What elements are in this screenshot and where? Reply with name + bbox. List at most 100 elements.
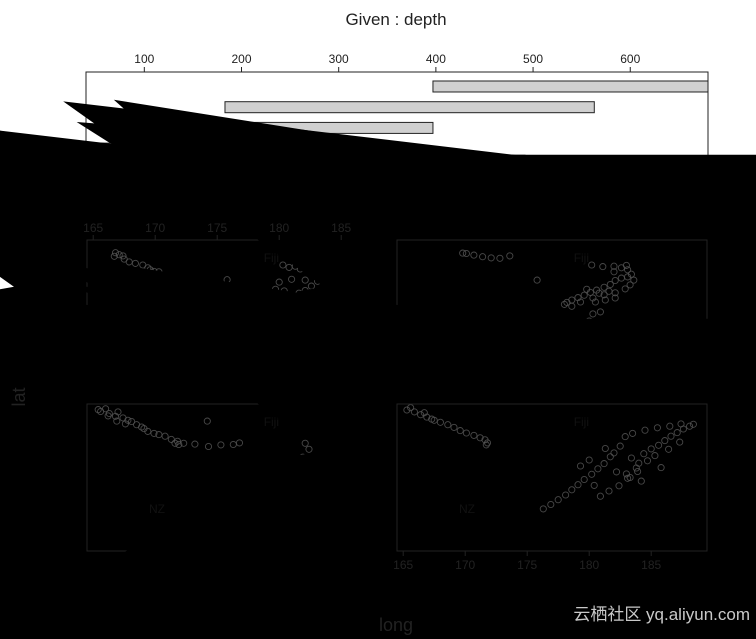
x-axis-label: long <box>379 615 413 635</box>
data-point <box>610 262 618 270</box>
watermark: 云栖社区 yq.aliyun.com <box>573 605 750 624</box>
data-point <box>635 459 643 467</box>
data-point <box>173 437 182 445</box>
data-point <box>288 275 296 283</box>
data-point <box>624 266 632 274</box>
data-point <box>563 298 571 306</box>
data-point <box>562 491 570 499</box>
data-point <box>410 408 418 416</box>
data-point <box>470 431 478 439</box>
data-point <box>459 249 467 257</box>
data-point <box>596 492 604 500</box>
data-point <box>616 442 624 450</box>
data-point <box>591 298 599 306</box>
data-point <box>161 432 169 440</box>
data-point <box>113 417 121 425</box>
data-point <box>147 269 156 277</box>
data-point <box>115 251 123 259</box>
data-point <box>560 300 568 308</box>
data-point <box>661 437 669 445</box>
x-tick-label: 180 <box>579 558 599 572</box>
data-point <box>641 426 649 434</box>
given-tick-label: 400 <box>426 52 446 66</box>
data-point <box>622 261 630 269</box>
x-tick-label: 185 <box>641 558 661 572</box>
data-point <box>583 285 591 293</box>
data-point <box>110 252 118 260</box>
data-point <box>119 252 127 260</box>
data-point <box>580 475 588 484</box>
data-point <box>403 406 411 414</box>
x-tick-label: 165 <box>83 221 103 235</box>
data-point <box>590 481 598 489</box>
data-point <box>97 407 105 416</box>
data-point <box>666 422 674 430</box>
data-point <box>576 298 585 306</box>
data-point <box>190 524 198 532</box>
map-label-fiji: Fiji <box>574 415 589 429</box>
given-tick-label: 100 <box>134 52 154 66</box>
data-point <box>144 264 152 272</box>
data-point <box>637 477 645 485</box>
data-point <box>651 452 659 460</box>
x-tick-labels: 165 170 175 180 185 165 170 175 180 185 <box>83 221 661 572</box>
data-point <box>596 308 604 316</box>
data-point <box>615 482 623 490</box>
data-point <box>235 439 244 447</box>
data-point <box>114 408 122 416</box>
data-point <box>576 462 585 470</box>
chart-title: Given : depth <box>345 10 446 29</box>
data-point <box>217 441 225 449</box>
data-point <box>539 505 547 513</box>
data-point <box>456 427 464 435</box>
data-point <box>155 268 163 276</box>
data-point <box>128 417 136 426</box>
x-tick-label: 175 <box>517 558 537 572</box>
data-point <box>643 457 652 465</box>
data-point <box>124 416 132 424</box>
data-point <box>599 263 607 271</box>
data-point <box>630 276 638 284</box>
data-point <box>588 470 596 478</box>
data-point <box>624 474 632 482</box>
data-point <box>171 439 179 447</box>
data-point <box>444 421 452 429</box>
data-point <box>203 417 211 425</box>
data-point <box>588 261 596 269</box>
data-point <box>606 453 614 461</box>
data-point <box>601 296 609 304</box>
data-point <box>568 302 576 310</box>
given-tick-label: 600 <box>620 52 640 66</box>
data-point <box>275 278 283 286</box>
data-point <box>676 438 684 446</box>
given-tick-label: 500 <box>523 52 543 66</box>
data-point <box>655 441 663 449</box>
data-point <box>601 444 609 453</box>
data-point <box>479 253 487 261</box>
data-point <box>605 487 613 495</box>
data-point <box>111 249 120 257</box>
x-tick-label: 180 <box>269 221 289 235</box>
map-label-fiji: Fiji <box>264 251 279 265</box>
data-point <box>301 276 309 284</box>
data-point <box>305 445 313 453</box>
map-landmass <box>419 422 648 548</box>
data-point <box>574 481 582 489</box>
data-point <box>589 310 597 318</box>
data-point <box>580 291 588 299</box>
data-point <box>647 445 655 453</box>
data-point <box>436 418 444 426</box>
data-point <box>629 429 637 437</box>
data-point <box>611 294 619 302</box>
data-point <box>600 291 608 299</box>
data-point <box>686 422 694 430</box>
data-point <box>180 439 188 447</box>
data-point <box>482 441 490 449</box>
data-point <box>640 450 648 458</box>
data-point <box>301 439 309 447</box>
data-point <box>634 467 642 476</box>
data-point <box>554 496 562 504</box>
data-point <box>167 435 175 443</box>
data-point <box>496 254 504 262</box>
